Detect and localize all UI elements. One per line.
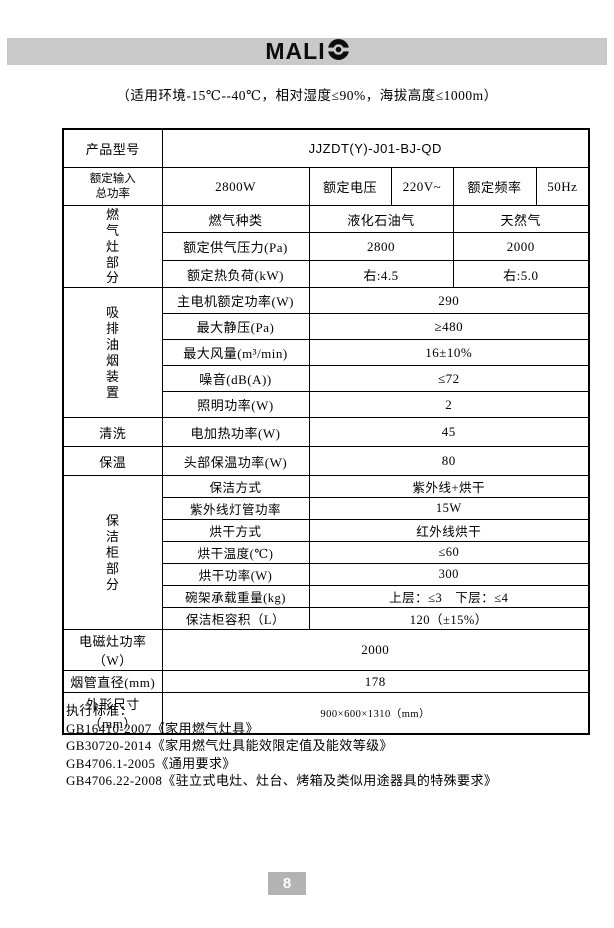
row-duct-diameter: 烟管直径(mm) 178 [62,670,590,694]
brand-logo-text: MALI [265,38,326,64]
brand-logo: MALI [265,38,349,64]
standard-item: GB4706.22-2008《驻立式电灶、灶台、烤箱及类似用途器具的特殊要求》 [66,773,498,788]
cabinet-section-label: 保洁柜部分 [62,475,163,631]
row-hood-pressure: 最大静压(Pa) ≥480 [63,313,590,341]
cabinet-row-value: 上层：≤3 下层：≤4 [308,585,590,609]
row-hood-light: 照明功率(W) 2 [63,391,590,419]
gas-type-label: 燃气种类 [161,204,310,234]
cabinet-row-label: 紫外线灯管功率 [161,497,310,521]
row-cabinet-method: 保洁柜部分 保洁方式 紫外线+烘干 [62,475,590,631]
input-power-value: 2800W [161,167,310,206]
cabinet-row-value: 120（±15%） [308,607,590,631]
cleaning-item-label: 电加热功率(W) [161,417,310,448]
cabinet-row-value: 红外线烘干 [308,519,590,543]
frequency-value: 50Hz [535,167,590,206]
input-power-label: 额定输入 总功率 [62,167,163,206]
cabinet-row-value: 300 [308,563,590,587]
gas-section-label: 燃气灶部分 [62,204,163,289]
standard-item: GB4706.1-2005《通用要求》 [66,755,236,771]
cabinet-row-label: 碗架承载重量(kg) [161,585,310,609]
cabinet-row-value: ≤60 [308,541,590,565]
cabinet-row-label: 保洁柜容积（L） [161,607,310,631]
hood-row-value: 16±10% [308,339,590,367]
cabinet-row-value: 紫外线+烘干 [308,475,590,499]
supply-pressure-label: 额定供气压力(Pa) [161,232,310,261]
hood-row-value: ≥480 [308,313,590,341]
cabinet-row-label: 烘干方式 [161,519,310,543]
model-label: 产品型号 [62,128,163,168]
bottom-row-label: 电磁灶功率（W） [62,629,163,672]
row-supply-pressure: 额定供气压力(Pa) 2800 2000 [63,232,590,261]
bottom-row-value: 178 [161,670,590,694]
hood-row-label: 噪音(dB(A)) [161,365,310,393]
row-input-power: 额定输入 总功率 2800W 额定电压 220V~ 额定频率 50Hz [62,167,590,206]
gas-type-lpg: 液化石油气 [308,204,454,234]
cabinet-row-label: 烘干温度(℃) [161,541,310,565]
cabinet-row-label: 保洁方式 [161,475,310,499]
spec-table: 产品型号 JJZDT(Y)-J01-BJ-QD 额定输入 总功率 2800W 额… [62,128,591,736]
row-heat-load: 额定热负荷(kW) 右:4.5 右:5.0 [63,259,590,289]
supply-pressure-ng: 2000 [452,232,590,261]
hood-row-value: ≤72 [308,365,590,393]
standards-title: 执行标准： [66,703,134,718]
operating-conditions-note: （适用环境-15℃--40℃，相对湿度≤90%，海拔高度≤1000m） [116,88,498,103]
ring-fan-icon [327,39,349,64]
hood-row-label: 照明功率(W) [161,391,310,419]
hood-row-label: 主电机额定功率(W) [161,287,310,315]
hood-row-label: 最大静压(Pa) [161,313,310,341]
gas-type-ng: 天然气 [452,204,590,234]
cleaning-value: 45 [308,417,590,448]
supply-pressure-lpg: 2800 [308,232,454,261]
heat-load-ng: 右:5.0 [452,259,590,289]
standard-item: GB30720-2014《家用燃气灶具能效限定值及能效等级》 [66,738,393,753]
row-gas-type: 燃气灶部分 燃气种类 液化石油气 天然气 [62,204,590,289]
hood-row-label: 最大风量(m³/min) [161,339,310,367]
row-cabinet-uvpower: 紫外线灯管功率 15W [63,497,590,521]
row-induction-power: 电磁灶功率（W） 2000 [62,629,590,672]
page-number-badge: 8 [268,872,306,895]
standards-block: 执行标准： GB16410-2007《家用燃气灶具》 GB30720-2014《… [66,702,586,790]
row-outer-dimensions: 外形尺寸（mm） 900×600×1310（mm） [62,692,590,735]
cabinet-row-value: 15W [308,497,590,521]
input-power-label-line2: 总功率 [95,187,131,200]
warming-section-label: 保温 [62,446,163,477]
standard-item: GB16410-2007《家用燃气灶具》 [66,720,259,736]
row-cabinet-drypower: 烘干功率(W) 300 [63,563,590,587]
hood-row-value: 290 [308,287,590,315]
cleaning-section-label: 清洗 [62,417,163,448]
row-product-model: 产品型号 JJZDT(Y)-J01-BJ-QD [62,128,590,168]
hood-row-value: 2 [308,391,590,419]
row-cabinet-drymethod: 烘干方式 红外线烘干 [63,519,590,543]
voltage-value: 220V~ [390,167,454,206]
heat-load-label: 额定热负荷(kW) [161,259,310,289]
heat-load-lpg: 右:4.5 [308,259,454,289]
voltage-label: 额定电压 [308,167,392,206]
row-warming: 保温 头部保温功率(W) 80 [62,446,590,477]
bottom-row-label: 烟管直径(mm) [62,670,163,694]
bottom-row-value: 900×600×1310（mm） [161,692,590,735]
cabinet-row-label: 烘干功率(W) [161,563,310,587]
row-cleaning: 清洗 电加热功率(W) 45 [62,417,590,448]
bottom-row-label: 外形尺寸（mm） [62,692,163,735]
model-value: JJZDT(Y)-J01-BJ-QD [161,128,590,168]
warming-item-label: 头部保温功率(W) [161,446,310,477]
bottom-row-value: 2000 [161,629,590,672]
warming-value: 80 [308,446,590,477]
row-hood-motor: 吸排油烟装置 主电机额定功率(W) 290 [62,287,590,419]
brand-logo-bar: MALI [7,38,607,65]
frequency-label: 额定频率 [452,167,537,206]
hood-section-label: 吸排油烟装置 [62,287,163,419]
input-power-label-line1: 额定输入 [89,172,136,185]
